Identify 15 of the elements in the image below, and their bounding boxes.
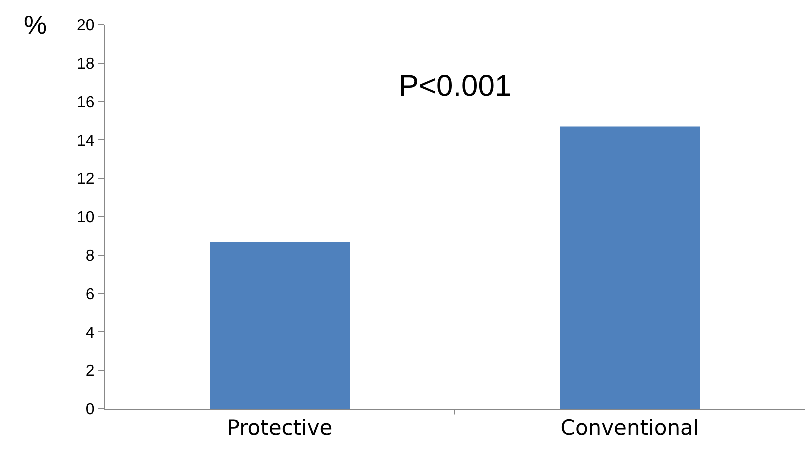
y-tick-label: 10 <box>77 210 95 227</box>
y-tick-label: 18 <box>77 56 95 73</box>
x-tick-label: Conventional <box>560 416 700 440</box>
y-tick-label: 4 <box>86 324 95 342</box>
y-tick-label: 20 <box>77 18 95 35</box>
y-tick-label: 16 <box>77 94 95 112</box>
y-tick-label: 0 <box>86 402 95 419</box>
y-tick-label: 8 <box>86 248 95 265</box>
x-tick-label: Protective <box>227 416 333 440</box>
annotation: P<0.001 <box>399 70 512 103</box>
y-axis-title: % <box>24 10 48 40</box>
y-tick-label: 6 <box>86 286 95 304</box>
y-tick-label: 2 <box>86 363 95 380</box>
y-tick-label: 14 <box>77 132 95 150</box>
y-tick-label: 12 <box>77 171 95 188</box>
